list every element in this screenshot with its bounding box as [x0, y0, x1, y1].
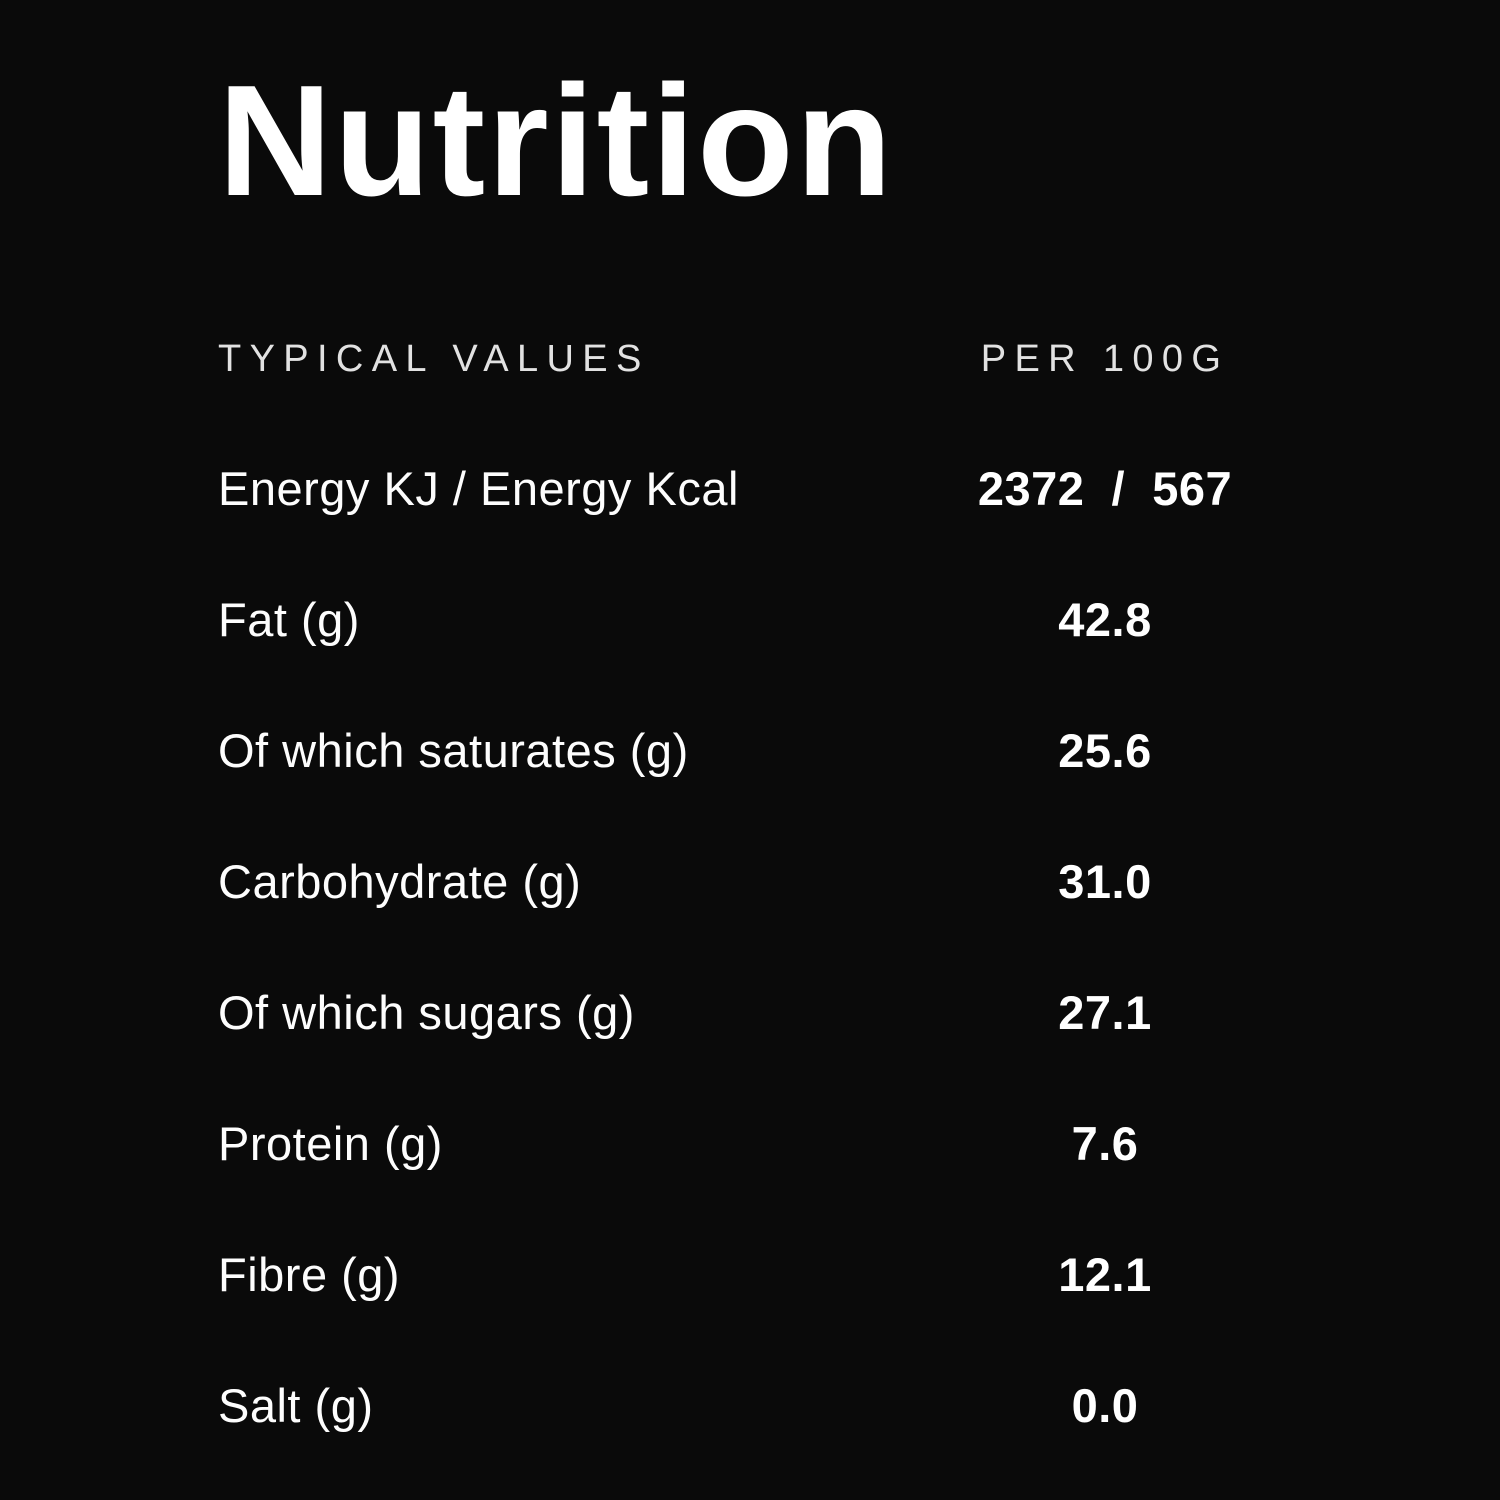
row-value: 31.0 — [1058, 855, 1152, 908]
row-value: 7.6 — [1071, 1117, 1139, 1170]
table-row: Carbohydrate (g) 31.0 — [218, 858, 1260, 905]
row-label: Protein (g) — [218, 1117, 443, 1170]
row-value: 2372 / 567 — [977, 462, 1233, 515]
table-body: Energy KJ / Energy Kcal 2372 / 567 Fat (g)… — [218, 465, 1260, 1429]
table-row: Of which sugars (g) 27.1 — [218, 989, 1260, 1036]
table-row: Protein (g) 7.6 — [218, 1120, 1260, 1167]
row-label: Energy KJ / Energy Kcal — [218, 462, 739, 515]
table-row: Of which saturates (g) 25.6 — [218, 727, 1260, 774]
row-label: Fat (g) — [218, 593, 360, 646]
row-label: Of which sugars (g) — [218, 986, 635, 1039]
table-row: Energy KJ / Energy Kcal 2372 / 567 — [218, 465, 1260, 512]
row-label: Salt (g) — [218, 1379, 374, 1432]
row-value: 12.1 — [1058, 1248, 1152, 1301]
row-label: Of which saturates (g) — [218, 724, 689, 777]
row-label: Carbohydrate (g) — [218, 855, 582, 908]
row-value: 25.6 — [1058, 724, 1152, 777]
row-label: Fibre (g) — [218, 1248, 401, 1301]
column-header-per-100g: PER 100G — [980, 338, 1230, 380]
row-value: 42.8 — [1058, 593, 1152, 646]
page-title: Nutrition — [218, 53, 895, 229]
table-header: TYPICAL VALUES PER 100G — [218, 338, 1260, 381]
row-value: 27.1 — [1058, 986, 1152, 1039]
row-value: 0.0 — [1071, 1379, 1139, 1432]
table-row: Fat (g) 42.8 — [218, 596, 1260, 643]
table-row: Salt (g) 0.0 — [218, 1382, 1260, 1429]
column-header-typical-values: TYPICAL VALUES — [218, 338, 650, 380]
table-row: Fibre (g) 12.1 — [218, 1251, 1260, 1298]
